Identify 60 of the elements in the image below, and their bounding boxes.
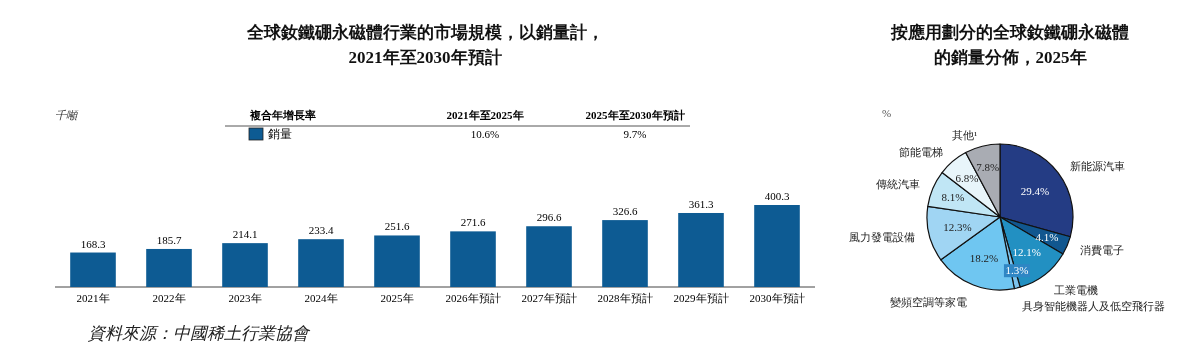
data-label: 361.3 — [688, 197, 714, 210]
data-label: 12.3% — [943, 221, 972, 234]
data-label: 185.7 — [156, 233, 182, 246]
legend-item: 銷量 — [248, 127, 292, 141]
data-label: 7.8% — [976, 161, 1000, 174]
x-tick-label: 2026年預計 — [445, 292, 501, 304]
chart-title: 全球釹鐵硼永磁體行業的市場規模，以銷量計，2021年至2030年預計 — [245, 23, 604, 67]
x-tick-label: 2027年預計 — [521, 292, 577, 304]
data-label: 6.8% — [955, 172, 979, 185]
bar — [374, 235, 420, 287]
text: 2021年至2025年 — [446, 109, 524, 121]
x-tick-label: 2028年預計 — [597, 292, 653, 304]
x-tick-label: 2023年 — [228, 292, 262, 304]
text: 9.7% — [623, 128, 647, 140]
data-label: 18.2% — [969, 251, 999, 264]
chart-title: 按應用劃分的全球釹鐵硼永磁體的銷量分佈，2025年 — [890, 23, 1129, 67]
bar — [678, 212, 724, 287]
y-axis-title: 千噸 — [55, 109, 79, 121]
slice-label: 變頻空調等家電 — [889, 296, 967, 309]
data-label: 12.1% — [1012, 245, 1042, 258]
data-label: 251.6 — [384, 220, 410, 233]
text: 2025年至2030年預計 — [585, 109, 685, 122]
data-label: 29.4% — [1020, 184, 1050, 197]
bar — [146, 248, 192, 287]
bar — [298, 239, 344, 287]
data-label: 1.3% — [1005, 264, 1029, 277]
bar — [70, 252, 116, 287]
data-label: 168.3 — [80, 237, 106, 250]
slice-label: 具身智能機器人及低空飛行器 — [1022, 299, 1166, 312]
bar — [602, 220, 648, 287]
text: % — [882, 107, 892, 119]
x-tick-label: 2021年 — [76, 292, 110, 304]
legend-label: 銷量 — [268, 127, 292, 141]
bar — [754, 205, 800, 287]
text: 10.6% — [470, 128, 500, 140]
source-note: 資料來源：中國稀土行業協會 — [88, 324, 311, 343]
data-label: 271.6 — [460, 216, 486, 229]
slice-label: 節能電梯 — [899, 146, 944, 159]
slice-label: 其他¹ — [952, 128, 978, 141]
x-tick-label: 2030年預計 — [749, 292, 805, 304]
slice-label: 消費電子 — [1080, 244, 1125, 257]
slice-label: 新能源汽車 — [1069, 159, 1125, 172]
data-label: 4.1% — [1035, 231, 1059, 244]
data-label: 214.1 — [232, 228, 258, 241]
data-label: 8.1% — [941, 191, 965, 204]
x-tick-label: 2025年 — [380, 292, 414, 304]
slice-label: 風力發電設備 — [849, 231, 916, 244]
bar — [450, 231, 496, 287]
data-label: 326.6 — [612, 205, 638, 218]
data-label: 233.4 — [308, 224, 334, 237]
bar — [526, 226, 572, 287]
slice-label: 傳統汽車 — [875, 177, 920, 190]
x-tick-label: 2022年 — [152, 292, 186, 304]
data-label: 400.3 — [764, 190, 790, 202]
x-tick-label: 2024年 — [304, 292, 338, 304]
data-label: 296.6 — [536, 211, 562, 224]
bar — [222, 243, 268, 287]
slice-label: 工業電機 — [1054, 284, 1099, 297]
x-tick-label: 2029年預計 — [673, 292, 729, 304]
text: 複合年增長率 — [249, 109, 316, 121]
